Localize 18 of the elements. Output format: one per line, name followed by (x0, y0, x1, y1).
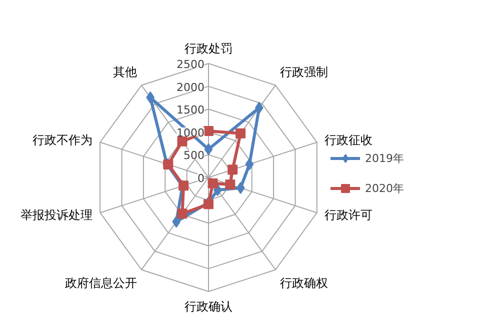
spoke-label: 举报投诉处理 (20, 208, 92, 222)
y-tick-label: 500 (184, 149, 205, 162)
y-tick-label: 0 (198, 172, 204, 185)
y-tick-label: 1000 (176, 126, 205, 140)
y-tick-label: 2500 (176, 58, 205, 71)
spoke-label: 行政确认 (184, 300, 232, 314)
legend-label: 2020年 (365, 180, 404, 196)
spoke-label: 其他 (112, 64, 137, 79)
spoke-label: 政府信息公开 (64, 276, 137, 290)
spoke-label: 行政不作为 (32, 132, 92, 147)
spoke-label: 行政征收 (324, 132, 373, 147)
y-tick-label: 1500 (176, 104, 205, 117)
legend-label: 2019年 (365, 150, 404, 166)
spoke-label: 行政许可 (324, 208, 373, 222)
y-tick-label: 2000 (176, 80, 205, 94)
spoke-label: 行政处罚 (184, 42, 232, 56)
spoke-label: 行政强制 (280, 64, 328, 79)
spoke-label: 行政确权 (280, 276, 328, 290)
